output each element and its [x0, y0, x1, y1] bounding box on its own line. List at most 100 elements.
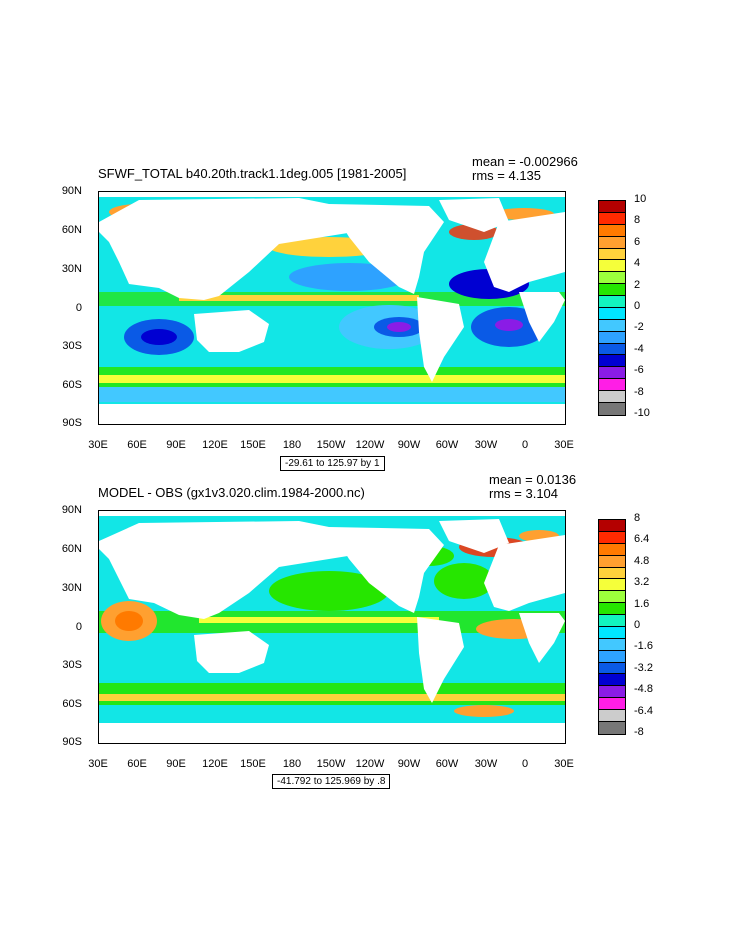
panel-1-ylabel: 0: [75, 302, 82, 314]
panel-2-xlabel: 180: [282, 758, 302, 770]
colorbar-label: 10: [634, 193, 647, 205]
panel-1-xlabel: 90W: [397, 439, 421, 451]
colorbar-label: -2: [634, 321, 644, 334]
panel-1-ylabel: 90S: [62, 417, 82, 429]
colorbar-label: 2: [634, 278, 641, 291]
colorbar-swatch: [599, 674, 625, 687]
colorbar-swatch: [599, 591, 625, 604]
panel-1-range-note: -29.61 to 125.97 by 1: [280, 456, 385, 471]
colorbar-label: -6.4: [634, 704, 653, 717]
colorbar-label: 0: [634, 619, 641, 631]
panel-1-xlabel: 30W: [474, 439, 498, 451]
panel-1-xlabel: 30E: [88, 439, 108, 451]
panel-1-map: [98, 191, 566, 425]
colorbar-swatch: [599, 236, 625, 249]
colorbar-label: -3.2: [634, 661, 653, 674]
colorbar-swatch: [599, 686, 625, 699]
colorbar-swatch: [599, 201, 625, 213]
colorbar-swatch: [599, 698, 625, 710]
panel-2-xlabel: 30E: [88, 758, 108, 770]
panel-1-xlabel: 120E: [202, 439, 228, 451]
colorbar-swatch: [599, 307, 625, 320]
colorbar-label: -8: [634, 726, 644, 738]
colorbar-swatch: [599, 331, 625, 344]
colorbar-swatch: [599, 638, 625, 651]
panel-2-xlabel: 60W: [435, 758, 459, 770]
colorbar-swatch: [599, 662, 625, 675]
panel-1-xlabel: 90E: [166, 439, 186, 451]
panel-2-map: [98, 510, 566, 744]
colorbar-swatch: [599, 284, 625, 296]
colorbar-label: -8: [634, 385, 644, 398]
colorbar-label: -6: [634, 364, 644, 377]
colorbar-swatch: [599, 212, 625, 225]
panel-1-xlabel: 120W: [355, 439, 385, 451]
panel-2-ylabel: 90N: [61, 504, 82, 516]
colorbar-swatch: [599, 343, 625, 356]
panel-2-xlabel: 30E: [554, 758, 574, 770]
panel-2-range-note: -41.792 to 125.969 by .8: [272, 774, 391, 789]
colorbar-swatch: [599, 603, 625, 615]
panel-2-ylabel: 90S: [62, 736, 82, 748]
panel-2-ylabel: 30S: [62, 659, 82, 671]
colorbar-swatch: [599, 543, 625, 556]
colorbar-swatch: [599, 650, 625, 663]
colorbar-swatch: [599, 272, 625, 285]
panel-2-mean: mean = 0.0136: [489, 472, 577, 487]
panel-1-ylabel: 30S: [62, 340, 82, 352]
panel-2-rms: rms = 3.104: [489, 486, 559, 501]
panel-1-xlabel: 150W: [316, 439, 346, 451]
panel-2-xlabel: 150W: [316, 758, 346, 770]
colorbar-label: 6: [634, 235, 641, 248]
panel-2-xlabel: 150E: [240, 758, 266, 770]
panel-1-rms: rms = 4.135: [472, 168, 542, 183]
panel-2-ylabel: 0: [75, 621, 82, 633]
panel-2-xlabel: 90W: [397, 758, 421, 770]
panel-1-ylabel: 60S: [62, 379, 82, 391]
panel-1-colorbar: [598, 200, 626, 416]
colorbar-label: -1.6: [634, 640, 653, 653]
colorbar-label: 1.6: [634, 597, 650, 610]
panel-2-xlabel: 0: [521, 758, 529, 770]
panel-1-ylabel: 30N: [61, 263, 82, 275]
colorbar-label: 0: [634, 300, 641, 312]
colorbar-swatch: [599, 520, 625, 532]
panel-1-xlabel: 0: [521, 439, 529, 451]
colorbar-label: -4: [634, 342, 644, 355]
panel-1-xlabel: 30E: [554, 439, 574, 451]
panel-1-ylabel: 60N: [61, 224, 82, 236]
colorbar-label: -10: [634, 407, 650, 419]
colorbar-swatch: [599, 626, 625, 639]
panel-2-ylabel: 60N: [61, 543, 82, 555]
colorbar-label: 3.2: [634, 576, 650, 589]
colorbar-swatch: [599, 379, 625, 391]
panel-2-ylabel: 60S: [62, 698, 82, 710]
colorbar-swatch: [599, 710, 625, 722]
panel-2-colorbar: [598, 519, 626, 735]
colorbar-swatch: [599, 319, 625, 332]
panel-1-title: SFWF_TOTAL b40.20th.track1.1deg.005 [198…: [98, 166, 407, 181]
colorbar-swatch: [599, 391, 625, 403]
panel-2-ylabel: 30N: [61, 582, 82, 594]
panel-2-xlabel: 120W: [355, 758, 385, 770]
colorbar-swatch: [599, 260, 625, 273]
panel-2-map-svg: [99, 511, 565, 743]
colorbar-swatch: [599, 248, 625, 261]
colorbar-label: 6.4: [634, 533, 650, 546]
colorbar-label: 8: [634, 214, 641, 227]
panel-1-mean: mean = -0.002966: [472, 154, 578, 169]
colorbar-swatch: [599, 402, 625, 415]
colorbar-swatch: [599, 367, 625, 380]
panel-1-xlabel: 60E: [127, 439, 147, 451]
colorbar-swatch: [599, 579, 625, 592]
panel-2-xlabel: 30W: [474, 758, 498, 770]
colorbar-label: 4: [634, 257, 641, 270]
colorbar-label: -4.8: [634, 683, 653, 696]
panel-1-map-svg: [99, 192, 565, 424]
colorbar-swatch: [599, 567, 625, 580]
colorbar-swatch: [599, 721, 625, 734]
panel-2-xlabel: 120E: [202, 758, 228, 770]
panel-1-xlabel: 150E: [240, 439, 266, 451]
colorbar-swatch: [599, 355, 625, 368]
panel-1-xlabel: 180: [282, 439, 302, 451]
